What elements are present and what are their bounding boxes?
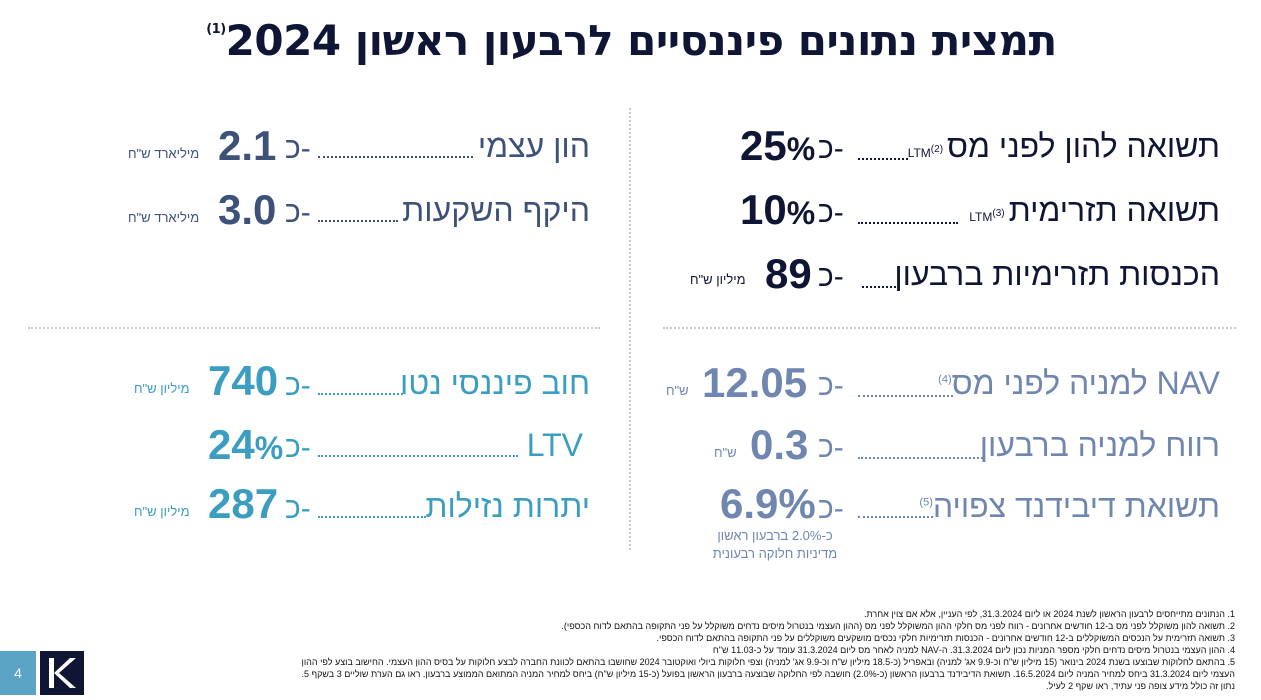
vertical-divider bbox=[629, 108, 631, 550]
kpi-label: היקף השקעות bbox=[402, 192, 590, 228]
kpi-unit: ש"ח bbox=[666, 383, 689, 398]
kpi-unit: מיליון ש"ח bbox=[690, 272, 746, 287]
title-footnote-ref: (1) bbox=[206, 22, 226, 37]
approx-prefix: כ- bbox=[285, 369, 311, 402]
kpi-value: 12.05 bbox=[702, 359, 808, 406]
approx-prefix: כ- bbox=[285, 196, 311, 229]
company-logo: K bbox=[40, 651, 84, 695]
approx-prefix: כ- bbox=[818, 196, 844, 229]
kpi-row-cash-yield: תשואה תזרימיתLTM(3) כ- 10% bbox=[640, 182, 1225, 242]
kpi-row-eps: רווח למניה ברבעון כ- 0.3 ש"ח bbox=[640, 417, 1225, 477]
kpi-value: 2.1 bbox=[218, 122, 277, 169]
footnote-5: 5. בהתאם לחלוקות שבוצעו בשנת 2024 בינואר… bbox=[301, 657, 1235, 667]
leader-dots bbox=[862, 286, 900, 288]
kpi-row-nav-per-share: NAV למניה לפני מס(4) כ- 12.05 ש"ח bbox=[640, 355, 1225, 415]
leader-dots bbox=[858, 457, 983, 459]
kpi-value: 10% bbox=[740, 186, 816, 233]
leader-dots bbox=[858, 395, 953, 397]
kpi-value: 24% bbox=[208, 421, 284, 468]
kpi-row-net-debt: חוב פיננסי נטו כ- 740 מיליון ש"ח bbox=[120, 355, 595, 415]
footnote-3: 3. תשואה תזרימית על הנכסים המשוקללים ב-1… bbox=[656, 633, 1235, 643]
approx-prefix: כ- bbox=[818, 431, 844, 464]
kpi-row-investments: היקף השקעות כ- 3.0 מיליארד ש"ח bbox=[120, 182, 595, 242]
kpi-unit: מיליארד ש"ח bbox=[128, 146, 200, 161]
kpi-label: רווח למניה ברבעון bbox=[979, 427, 1220, 463]
kpi-value: 740 bbox=[208, 357, 279, 404]
dividend-policy-note: מדיניות חלוקה רבעונית bbox=[712, 546, 838, 561]
footnotes: 1. הנתונים מתייחסים לרבעון הראשון לשנת 2… bbox=[90, 609, 1235, 695]
footnote-5-cont-2: נתון זה כולל מידע צופה פני עתיד, ראו שקף… bbox=[1046, 681, 1235, 691]
kpi-label: חוב פיננסי נטו bbox=[400, 365, 590, 401]
kpi-label: יתרות נזילות bbox=[425, 488, 590, 524]
approx-prefix: כ- bbox=[818, 132, 844, 165]
leader-dots bbox=[318, 156, 473, 158]
leader-dots bbox=[318, 220, 398, 222]
leader-dots bbox=[858, 222, 958, 224]
leader-dots bbox=[318, 516, 426, 518]
approx-prefix: כ- bbox=[285, 132, 311, 165]
kpi-value: 6.9% bbox=[720, 480, 816, 527]
approx-prefix: כ- bbox=[285, 431, 311, 464]
kpi-row-pretax-roe: תשואה להון לפני מסLTM(2) כ- 25% bbox=[640, 118, 1225, 178]
kpi-row-dividend-yield: תשואת דיבידנד צפויה(5) כ- 6.9% bbox=[640, 478, 1225, 538]
kpi-label: תשואה להון לפני מסLTM(2) bbox=[907, 128, 1220, 164]
kpi-row-ltv: LTV כ- 24% bbox=[120, 417, 595, 477]
leader-dots bbox=[318, 393, 403, 395]
kpi-value: 25% bbox=[740, 122, 816, 169]
page-title: תמצית נתונים פיננסיים לרבעון ראשון 2024(… bbox=[206, 16, 1057, 65]
footnote-5-cont: העצמי ליום 31.3.2024 ביחס למחיר המניה לי… bbox=[301, 669, 1235, 679]
kpi-value: 3.0 bbox=[218, 186, 277, 233]
approx-prefix: כ- bbox=[818, 492, 844, 525]
kpi-row-liquidity: יתרות נזילות כ- 287 מיליון ש"ח bbox=[120, 478, 595, 538]
leader-dots bbox=[318, 455, 518, 457]
kpi-label: הכנסות תזרימיות ברבעון bbox=[894, 256, 1220, 292]
leader-dots bbox=[858, 516, 933, 518]
kpi-unit: מיליון ש"ח bbox=[134, 381, 190, 396]
approx-prefix: כ- bbox=[818, 369, 844, 402]
horizontal-divider-right bbox=[663, 327, 1236, 329]
kpi-label: תשואת דיבידנד צפויה(5) bbox=[919, 488, 1220, 524]
kpi-label: תשואה תזרימיתLTM(3) bbox=[969, 192, 1220, 228]
footnote-1: 1. הנתונים מתייחסים לרבעון הראשון לשנת 2… bbox=[863, 609, 1235, 619]
approx-prefix: כ- bbox=[818, 260, 844, 293]
kpi-label: הון עצמי bbox=[477, 128, 590, 164]
kpi-unit: מיליון ש"ח bbox=[134, 504, 190, 519]
horizontal-divider-left bbox=[28, 327, 600, 329]
kpi-label: NAV למניה לפני מס(4) bbox=[938, 365, 1220, 401]
leader-dots bbox=[858, 158, 908, 160]
kpi-row-cash-income: הכנסות תזרימיות ברבעון כ- 89 מיליון ש"ח bbox=[640, 246, 1225, 306]
footnote-4: 4. ההון העצמי בנטרול מיסים נדחים חלקי מס… bbox=[712, 645, 1235, 655]
kpi-value: 89 bbox=[765, 250, 812, 297]
dividend-quarter-note: כ-2.0% ברבעון ראשון bbox=[717, 528, 833, 543]
kpi-unit: מיליארד ש"ח bbox=[128, 210, 200, 225]
logo-k-icon: K bbox=[49, 658, 76, 688]
kpi-label: LTV bbox=[526, 427, 583, 463]
page-number: 4 bbox=[0, 651, 36, 695]
kpi-value: 287 bbox=[208, 480, 279, 527]
kpi-value: 0.3 bbox=[750, 421, 809, 468]
kpi-row-equity: הון עצמי כ- 2.1 מיליארד ש"ח bbox=[120, 118, 595, 178]
approx-prefix: כ- bbox=[285, 492, 311, 525]
kpi-unit: ש"ח bbox=[714, 445, 737, 460]
footnote-2: 2. תשואה להון משוקלל לפני מס ב-12 חודשים… bbox=[561, 621, 1235, 631]
